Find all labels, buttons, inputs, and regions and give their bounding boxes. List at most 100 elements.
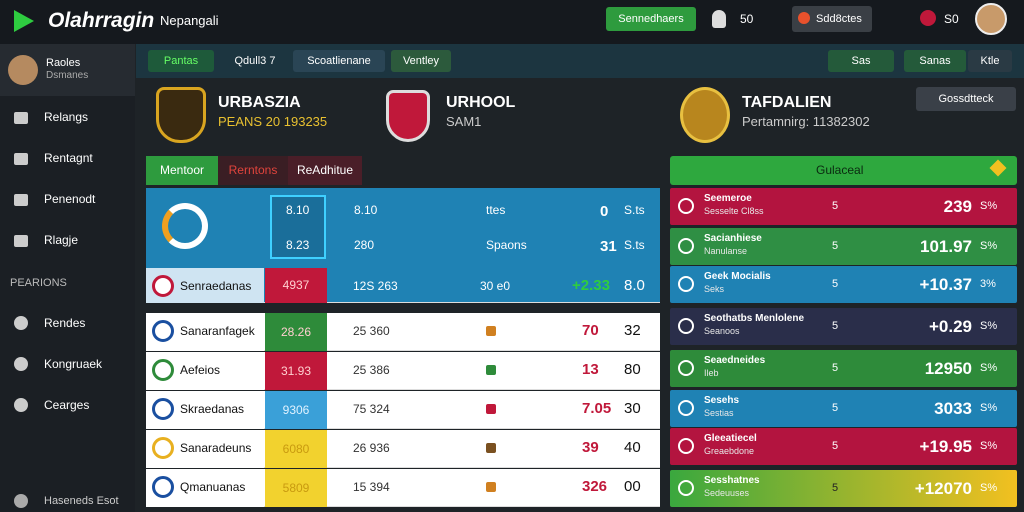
- tab[interactable]: ReAdhitue: [288, 156, 362, 185]
- row-num: 15 394: [353, 480, 390, 494]
- panel-row-count: 5: [832, 402, 839, 414]
- user-name: Raoles: [46, 57, 81, 69]
- panel-row-sub: Sesselte Cl8ss: [704, 206, 764, 216]
- toolbar-tab[interactable]: Qdull3 7: [234, 55, 276, 67]
- panel-row-pct: S%: [980, 362, 998, 374]
- panel-row-count: 5: [832, 482, 839, 494]
- toolbar-tab[interactable]: Ventley: [391, 50, 451, 72]
- row-note: 30 e0: [480, 279, 511, 293]
- score: S0: [944, 12, 959, 26]
- avatar: [975, 3, 1007, 35]
- team-name: URBASZIA: [218, 94, 301, 111]
- value-cell: 31.93: [265, 352, 327, 390]
- panel-row-pct: S%: [980, 240, 998, 252]
- panel-row-title: Sesshatnes: [704, 475, 760, 486]
- toolbar-button[interactable]: Sas: [828, 50, 894, 72]
- menu-item[interactable]: Rlagje: [44, 233, 79, 247]
- row-mark: [486, 365, 496, 375]
- toolbar-button[interactable]: Ktle: [968, 50, 1012, 72]
- panel-row-value: 239: [943, 197, 972, 216]
- value-cell: 5809: [265, 469, 327, 507]
- summary-cell: S.ts: [624, 238, 645, 252]
- ring: [162, 203, 208, 249]
- row-name: Sanaranfagek: [180, 324, 255, 338]
- value-cell: 28.26: [265, 313, 327, 351]
- menu-item[interactable]: Kongruaek: [44, 357, 103, 371]
- panel-row-title: Seaedneides: [704, 355, 766, 366]
- panel-row-title: Gleeatiecel: [704, 433, 757, 444]
- user-avatar: [8, 55, 38, 85]
- row-mark: [486, 443, 496, 453]
- panel-row-count: 5: [832, 362, 839, 374]
- count: 50: [740, 12, 754, 26]
- logo: Olahrragin: [48, 9, 155, 32]
- row-icon: [152, 437, 174, 459]
- row-val: 00: [624, 478, 641, 495]
- team-sub: SAM1: [446, 114, 482, 129]
- row-val: 32: [624, 322, 641, 339]
- summary-cell: 8.10: [286, 203, 310, 217]
- panel-icon: [678, 238, 694, 254]
- panel-row-sub: Seanoos: [704, 326, 740, 336]
- team-name: URHOOL: [446, 94, 516, 111]
- panel-row-sub: Greaebdone: [704, 446, 755, 456]
- menu-item[interactable]: Rentagnt: [44, 151, 93, 165]
- row-icon: [152, 476, 174, 498]
- menu-item[interactable]: Relangs: [44, 110, 89, 124]
- tab[interactable]: Rerntons: [218, 156, 288, 185]
- panel-row-count: 5: [832, 320, 839, 332]
- panel-header: [670, 156, 1017, 185]
- panel-row: [670, 390, 1017, 427]
- top-button[interactable]: Sennedhaers: [606, 7, 696, 31]
- header-button[interactable]: Gossdtteck: [916, 87, 1016, 111]
- row-val: 40: [624, 439, 641, 456]
- team-crest: [156, 87, 206, 143]
- panel-row-value: +0.29: [928, 317, 972, 336]
- menu-item[interactable]: Rendes: [44, 316, 86, 330]
- panel-row-sub: Sedeuuses: [704, 488, 750, 498]
- summary-cell: ttes: [486, 203, 506, 217]
- menu-icon: [14, 398, 28, 412]
- toolbar-button[interactable]: Sanas: [904, 50, 966, 72]
- toolbar-tab[interactable]: Scoatlienane: [293, 50, 385, 72]
- highlight: [270, 195, 326, 259]
- menu-icon: [14, 112, 28, 124]
- panel-row-value: 12950: [924, 359, 972, 378]
- panel-row-value: +12070: [914, 479, 972, 498]
- summary-cell: 8.10: [354, 203, 378, 217]
- footer-icon: [14, 494, 28, 508]
- panel-row: [670, 228, 1017, 265]
- panel-row-value: 3033: [934, 399, 972, 418]
- panel-row-value: 101.97: [920, 237, 972, 256]
- value-cell: 4937: [265, 268, 327, 303]
- row-num: 25 360: [353, 324, 390, 338]
- panel-icon: [678, 318, 694, 334]
- value-cell: 6080: [265, 430, 327, 468]
- panel-row-count: 5: [832, 240, 839, 252]
- logo-icon: [14, 10, 34, 32]
- row-mark: [486, 482, 496, 492]
- panel-row: [670, 266, 1017, 303]
- panel-row: [670, 428, 1017, 465]
- summary-block: [146, 188, 660, 268]
- panel-row-sub: Ileb: [704, 368, 719, 378]
- team-name: TAFDALIEN: [742, 94, 832, 111]
- menu-item[interactable]: Cearges: [44, 398, 90, 412]
- summary-cell: 8.23: [286, 238, 310, 252]
- row-val: 30: [624, 400, 641, 417]
- panel-row-count: 5: [832, 278, 839, 290]
- tab[interactable]: Mentoor: [146, 156, 218, 185]
- row-icon: [152, 398, 174, 420]
- panel-row-value: +19.95: [919, 437, 972, 456]
- team-sub: Pertamnirg: 11382302: [742, 114, 870, 129]
- menu-item[interactable]: Penenodt: [44, 192, 96, 206]
- row-val: 80: [624, 361, 641, 378]
- row-name: Skraedanas: [180, 402, 245, 416]
- menu-icon: [14, 235, 28, 247]
- nav-link[interactable]: Nepangali: [160, 13, 219, 28]
- row-num: 25 386: [353, 363, 390, 377]
- panel-row-pct: S%: [980, 440, 998, 452]
- toolbar-tab[interactable]: Pantas: [148, 50, 214, 72]
- row-num: 75 324: [353, 402, 390, 416]
- panel-row-sub: Seks: [704, 284, 725, 294]
